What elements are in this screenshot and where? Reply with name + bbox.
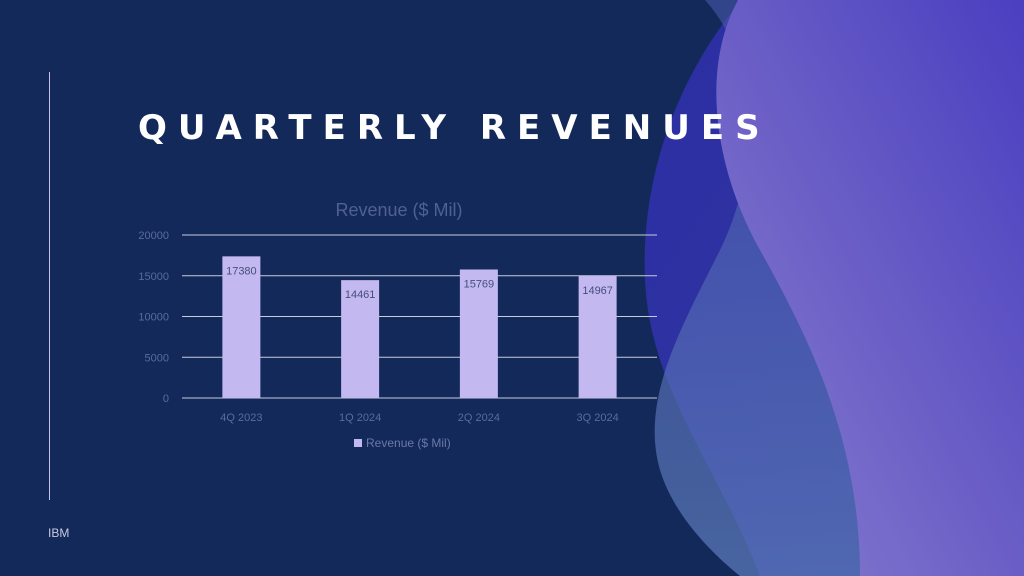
x-tick-label: 2Q 2024 bbox=[458, 412, 500, 424]
legend-swatch bbox=[354, 439, 362, 447]
bar bbox=[578, 276, 617, 398]
y-tick-label: 20000 bbox=[138, 230, 169, 242]
data-labels: 17380 14461 15769 14967 bbox=[226, 265, 613, 301]
vertical-divider-line bbox=[49, 72, 50, 500]
y-tick-label: 5000 bbox=[145, 352, 169, 364]
data-label: 14461 bbox=[345, 289, 376, 301]
wave-front bbox=[716, 0, 1024, 576]
x-tick-label: 3Q 2024 bbox=[577, 412, 619, 424]
legend-label: Revenue ($ Mil) bbox=[366, 436, 451, 450]
x-tick-label: 1Q 2024 bbox=[339, 412, 381, 424]
bar bbox=[341, 280, 380, 398]
y-axis-tick-labels: 0 5000 10000 15000 20000 bbox=[138, 230, 169, 405]
bar bbox=[459, 269, 498, 398]
data-label: 14967 bbox=[582, 285, 613, 297]
chart-bars bbox=[222, 256, 617, 398]
bar bbox=[222, 256, 261, 398]
y-tick-label: 0 bbox=[163, 393, 169, 405]
y-tick-label: 10000 bbox=[138, 312, 169, 324]
data-label: 15769 bbox=[464, 278, 495, 290]
footer-company-label: IBM bbox=[48, 526, 70, 540]
x-tick-label: 4Q 2023 bbox=[220, 412, 262, 424]
x-axis-tick-labels: 4Q 2023 1Q 2024 2Q 2024 3Q 2024 bbox=[220, 412, 618, 424]
chart-title: Revenue ($ Mil) bbox=[335, 200, 462, 220]
revenue-bar-chart: Revenue ($ Mil) 0 5000 10000 15000 20000 173… bbox=[138, 200, 657, 450]
data-label: 17380 bbox=[226, 265, 257, 277]
slide-title: QUARTERLY REVENUES bbox=[138, 108, 771, 148]
y-tick-label: 15000 bbox=[138, 271, 169, 283]
chart-legend: Revenue ($ Mil) bbox=[354, 436, 451, 450]
chart-gridlines bbox=[182, 234, 657, 399]
